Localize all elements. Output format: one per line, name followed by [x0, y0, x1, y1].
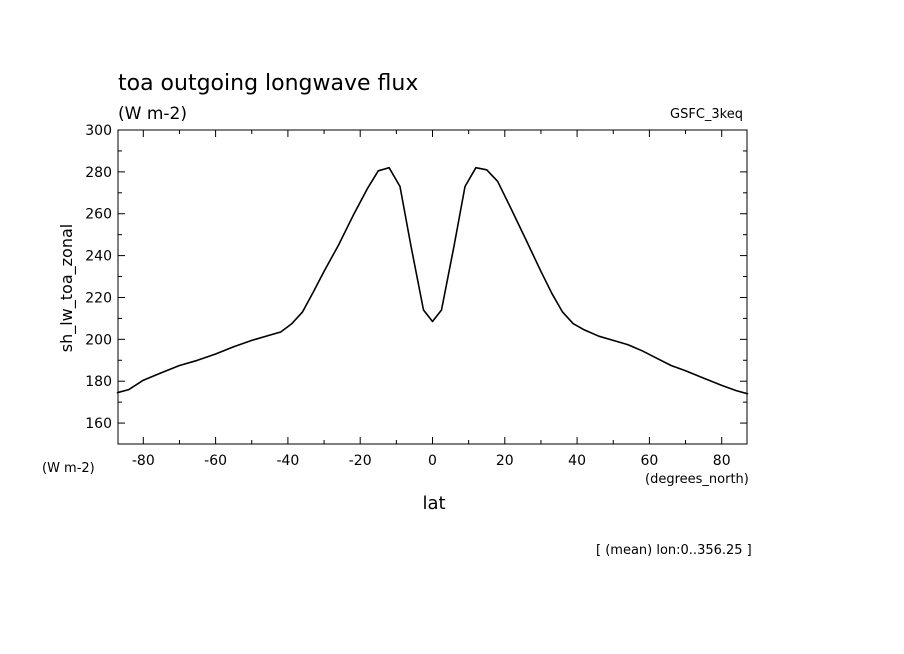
data-point — [251, 339, 253, 341]
data-point — [598, 335, 600, 337]
data-point — [388, 167, 390, 169]
data-point — [291, 323, 293, 325]
x-tick-labels: -80 -60 -40 -20 0 20 40 60 80 — [132, 453, 731, 469]
data-point — [684, 370, 687, 372]
data-point — [562, 311, 564, 313]
data-point — [178, 364, 181, 367]
data-point — [399, 185, 401, 188]
data-point — [735, 390, 737, 392]
data-point — [747, 393, 749, 395]
data-point — [366, 188, 368, 190]
data-point — [721, 384, 723, 386]
y-tick-label: 260 — [85, 207, 112, 223]
data-point — [525, 240, 528, 242]
data-point — [511, 210, 513, 212]
data-point — [703, 377, 705, 379]
data-point — [269, 334, 271, 336]
data-point — [572, 323, 574, 325]
y-units-label: (W m-2) — [42, 461, 95, 476]
y-tick-label: 280 — [85, 165, 112, 181]
x-tick-label: -40 — [276, 453, 299, 469]
data-point — [280, 331, 282, 333]
y-axis-label: sh_lw_toa_zonal — [57, 224, 77, 352]
y-tick-label: 240 — [85, 249, 112, 265]
data-point — [116, 392, 118, 394]
axis-ticks — [118, 129, 747, 445]
data-point — [337, 244, 340, 246]
data-point — [440, 309, 443, 311]
data-point — [453, 244, 455, 246]
data-point — [464, 185, 466, 188]
data-point — [486, 169, 488, 171]
y-tick-labels: 160 180 200 220 240 260 280 300 — [85, 123, 112, 432]
x-axis-label: lat — [422, 493, 445, 514]
series-line — [117, 166, 748, 395]
data-point — [323, 270, 325, 272]
data-point — [641, 350, 643, 352]
x-tick-label: -20 — [349, 453, 372, 469]
series-points — [116, 167, 749, 395]
x-tick-label: -80 — [132, 453, 155, 469]
dataset-label: GSFC_3keq — [670, 107, 743, 122]
y-tick-label: 220 — [85, 290, 112, 306]
data-point — [142, 379, 144, 381]
data-point — [301, 311, 303, 313]
data-point — [656, 357, 658, 359]
data-point — [497, 180, 499, 182]
data-point — [475, 167, 477, 169]
data-point — [215, 353, 217, 355]
y-tick-label: 300 — [85, 123, 112, 139]
data-point — [431, 320, 434, 323]
data-point — [410, 244, 412, 246]
plot-frame — [117, 129, 748, 445]
data-point — [551, 292, 553, 294]
data-point — [352, 215, 354, 217]
x-tick-label: 60 — [640, 453, 658, 469]
data-point — [627, 344, 629, 346]
data-point — [160, 372, 162, 374]
x-tick-label: 0 — [428, 453, 437, 469]
chart-title: toa outgoing longwave flux — [118, 71, 418, 96]
data-point — [670, 364, 672, 367]
x-tick-label: 20 — [496, 453, 514, 469]
footnote: [ (mean) lon:0..356.25 ] — [596, 543, 752, 558]
chart-units: (W m-2) — [118, 104, 187, 124]
plot-area: -80 -60 -40 -20 0 20 40 60 80 160 180 200 220 240 260… — [85, 123, 749, 469]
data-point — [312, 291, 314, 293]
data-point — [612, 339, 614, 341]
y-tick-label: 160 — [85, 416, 112, 432]
x-tick-label: -60 — [204, 453, 227, 469]
data-point — [233, 346, 235, 348]
x-units-label: (degrees_north) — [645, 472, 749, 487]
y-tick-label: 200 — [85, 332, 112, 348]
x-tick-label: 80 — [713, 453, 731, 469]
data-point — [422, 309, 425, 311]
data-point — [583, 329, 585, 331]
data-point — [540, 270, 542, 272]
data-point — [196, 359, 199, 361]
data-point — [377, 170, 379, 172]
y-tick-label: 180 — [85, 374, 112, 390]
data-point — [128, 389, 130, 391]
x-tick-label: 40 — [568, 453, 586, 469]
